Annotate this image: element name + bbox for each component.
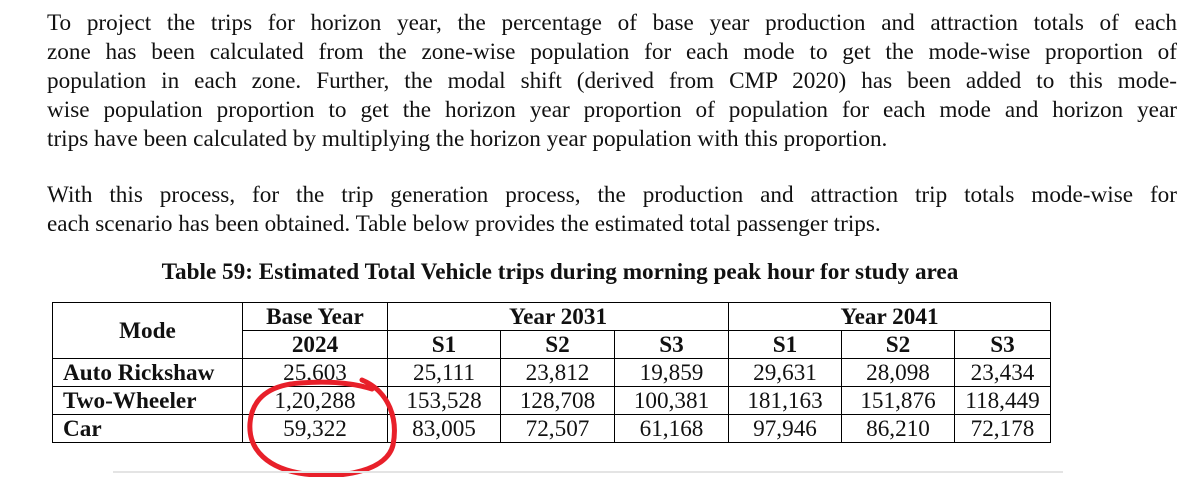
vehicle-trips-table: Mode Base Year Year 2031 Year 2041 2024 …	[52, 302, 1051, 443]
row-mode-label: Car	[52, 414, 243, 443]
table-cell: 128,708	[500, 386, 615, 415]
table-cell: 118,449	[954, 386, 1051, 415]
header-base-year: Base Year	[242, 302, 388, 331]
table-cell: 25,603	[242, 358, 388, 387]
table-cell: 25,111	[387, 358, 501, 387]
header-2041-s3: S3	[954, 330, 1051, 359]
table-cell: 29,631	[728, 358, 842, 387]
table-cell: 72,507	[500, 414, 615, 443]
table-cell: 153,528	[387, 386, 501, 415]
paragraph-2: With this process, for the trip generati…	[47, 181, 1177, 239]
row-mode-label: Two-Wheeler	[52, 386, 243, 415]
table-cell: 97,946	[728, 414, 842, 443]
table-cell: 181,163	[728, 386, 842, 415]
table-cell: 23,434	[954, 358, 1051, 387]
header-year-2041: Year 2041	[728, 302, 1051, 331]
table-cell: 19,859	[614, 358, 729, 387]
table-cell: 100,381	[614, 386, 729, 415]
table-row: Auto Rickshaw 25,603 25,111 23,812 19,85…	[52, 358, 1051, 387]
table-cell: 28,098	[841, 358, 955, 387]
paragraph-line: each scenario has been obtained. Table b…	[47, 211, 881, 237]
header-2031-s2: S2	[500, 330, 615, 359]
paragraph-line: wise population proportion to get the ho…	[47, 97, 1177, 123]
header-2041-s1: S1	[728, 330, 842, 359]
paragraph-line: To project the trips for horizon year, t…	[47, 10, 1177, 36]
header-year-2031: Year 2031	[387, 302, 729, 331]
paragraph-line: trips have been calculated by multiplyin…	[47, 126, 888, 152]
paragraph-1: To project the trips for horizon year, t…	[47, 9, 1177, 154]
table-caption: Table 59: Estimated Total Vehicle trips …	[161, 259, 959, 285]
table-cell: 151,876	[841, 386, 955, 415]
table-cell: 72,178	[954, 414, 1051, 443]
table-cell: 1,20,288	[242, 386, 388, 415]
table-cell: 83,005	[387, 414, 501, 443]
header-2041-s2: S2	[841, 330, 955, 359]
header-2031-s1: S1	[387, 330, 501, 359]
table-cell: 86,210	[841, 414, 955, 443]
paragraph-line: population in each zone. Further, the mo…	[47, 68, 1177, 94]
row-mode-label: Auto Rickshaw	[52, 358, 243, 387]
paragraph-line: zone has been calculated from the zone-w…	[47, 39, 1177, 65]
table-cell: 61,168	[614, 414, 729, 443]
paragraph-line: With this process, for the trip generati…	[47, 182, 1177, 208]
header-2031-s3: S3	[614, 330, 729, 359]
header-mode: Mode	[52, 302, 243, 359]
table-cell: 59,322	[242, 414, 388, 443]
table-row: Car 59,322 83,005 72,507 61,168 97,946 8…	[52, 414, 1051, 443]
table-row: Two-Wheeler 1,20,288 153,528 128,708 100…	[52, 386, 1051, 415]
page-divider	[113, 471, 1063, 473]
header-base-year-value: 2024	[242, 330, 388, 359]
table-header-row: Mode Base Year Year 2031 Year 2041	[52, 302, 1051, 359]
table-cell: 23,812	[500, 358, 615, 387]
